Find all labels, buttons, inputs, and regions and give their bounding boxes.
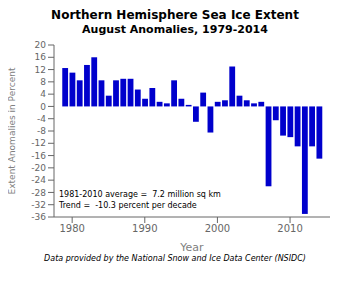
html-text:Trend = -10.3 percent per deca: Trend = -10.3 percent per decade: [59, 201, 197, 210]
svg-text:Year: Year: [179, 241, 204, 251]
html-text:Northern Hemisphere Sea Ice Ex: Northern Hemisphere Sea Ice Extent: [51, 8, 299, 22]
svg-text:-8: -8: [37, 126, 46, 136]
svg-text:2010: 2010: [277, 223, 302, 234]
svg-text:4: 4: [40, 89, 46, 99]
svg-text:20: 20: [35, 40, 47, 50]
html-text:1981-2010 average = 7.2 millio: 1981-2010 average = 7.2 million sq km: [59, 190, 221, 199]
html-text:August Anomalies, 1979-2014: August Anomalies, 1979-2014: [82, 23, 268, 36]
svg-text:-36: -36: [31, 212, 46, 222]
svg-text:-16: -16: [31, 151, 46, 161]
svg-text:16: 16: [35, 52, 47, 62]
svg-text:12: 12: [35, 65, 46, 75]
svg-text:-4: -4: [37, 114, 46, 124]
html-text:Data provided by the National: Data provided by the National Snow and I…: [44, 254, 306, 263]
svg-text:1990: 1990: [132, 223, 157, 234]
svg-text:Extent Anomalies in Percent: Extent Anomalies in Percent: [8, 67, 17, 194]
svg-text:-12: -12: [31, 138, 46, 148]
svg-text:-28: -28: [31, 188, 46, 198]
svg-text:2000: 2000: [205, 223, 230, 234]
svg-text:1980: 1980: [59, 223, 84, 234]
svg-text:-20: -20: [31, 163, 46, 173]
svg-text:8: 8: [40, 77, 46, 87]
svg-text:-24: -24: [31, 175, 46, 185]
svg-text:-32: -32: [31, 200, 46, 210]
svg-text:0: 0: [40, 102, 46, 112]
